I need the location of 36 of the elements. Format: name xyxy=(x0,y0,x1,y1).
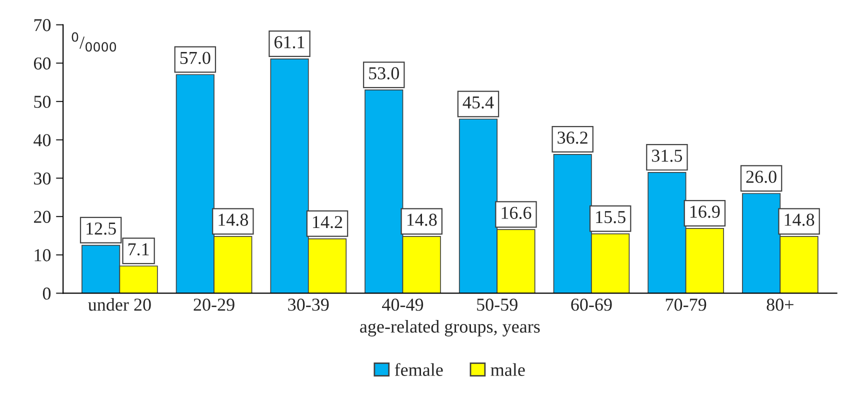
data-label: 31.5 xyxy=(652,150,682,162)
data-label: 14.2 xyxy=(313,216,342,228)
y-tick-label: 0 xyxy=(42,287,51,300)
x-tick-label: 30-39 xyxy=(288,298,329,311)
x-tick-label: 80+ xyxy=(766,298,794,311)
x-tick-label: under 20 xyxy=(88,298,151,311)
data-label: 12.5 xyxy=(86,222,116,235)
data-label: 45.4 xyxy=(462,96,494,109)
data-label: 36.2 xyxy=(558,132,588,144)
x-tick-label: 40-49 xyxy=(382,298,424,311)
data-label: 26.0 xyxy=(746,170,776,183)
y-tick-label: 70 xyxy=(34,19,51,32)
y-tick-label: 40 xyxy=(34,134,51,146)
data-label: 16.9 xyxy=(690,206,720,218)
x-tick-label: 70-79 xyxy=(666,298,706,311)
data-label: 61.1 xyxy=(274,36,304,48)
y-tick-label: 50 xyxy=(34,96,51,108)
data-label: 14.8 xyxy=(407,214,437,226)
x-tick-label: 20-29 xyxy=(194,298,234,311)
data-label: 57.0 xyxy=(180,52,210,64)
data-label: 7.1 xyxy=(128,243,149,256)
legend-label: male xyxy=(490,363,525,376)
y-tick-label: 30 xyxy=(34,172,51,185)
x-axis-title: age-related groups, years xyxy=(360,320,540,336)
data-label: 15.5 xyxy=(596,211,626,224)
x-tick-label: 50-59 xyxy=(477,298,518,311)
y-tick-label: 20 xyxy=(34,210,51,223)
y-tick-label: 10 xyxy=(34,249,51,262)
y-axis-title: $^{0}$/$_{0000}$ xyxy=(72,32,116,52)
data-label: 16.6 xyxy=(502,206,532,220)
legend-label: female xyxy=(394,363,443,376)
data-label: 14.8 xyxy=(784,214,814,226)
y-tick-label: 60 xyxy=(34,57,51,70)
data-label: 14.8 xyxy=(218,214,248,226)
x-tick-label: 60-69 xyxy=(571,298,612,311)
data-label: 53.0 xyxy=(369,67,399,80)
